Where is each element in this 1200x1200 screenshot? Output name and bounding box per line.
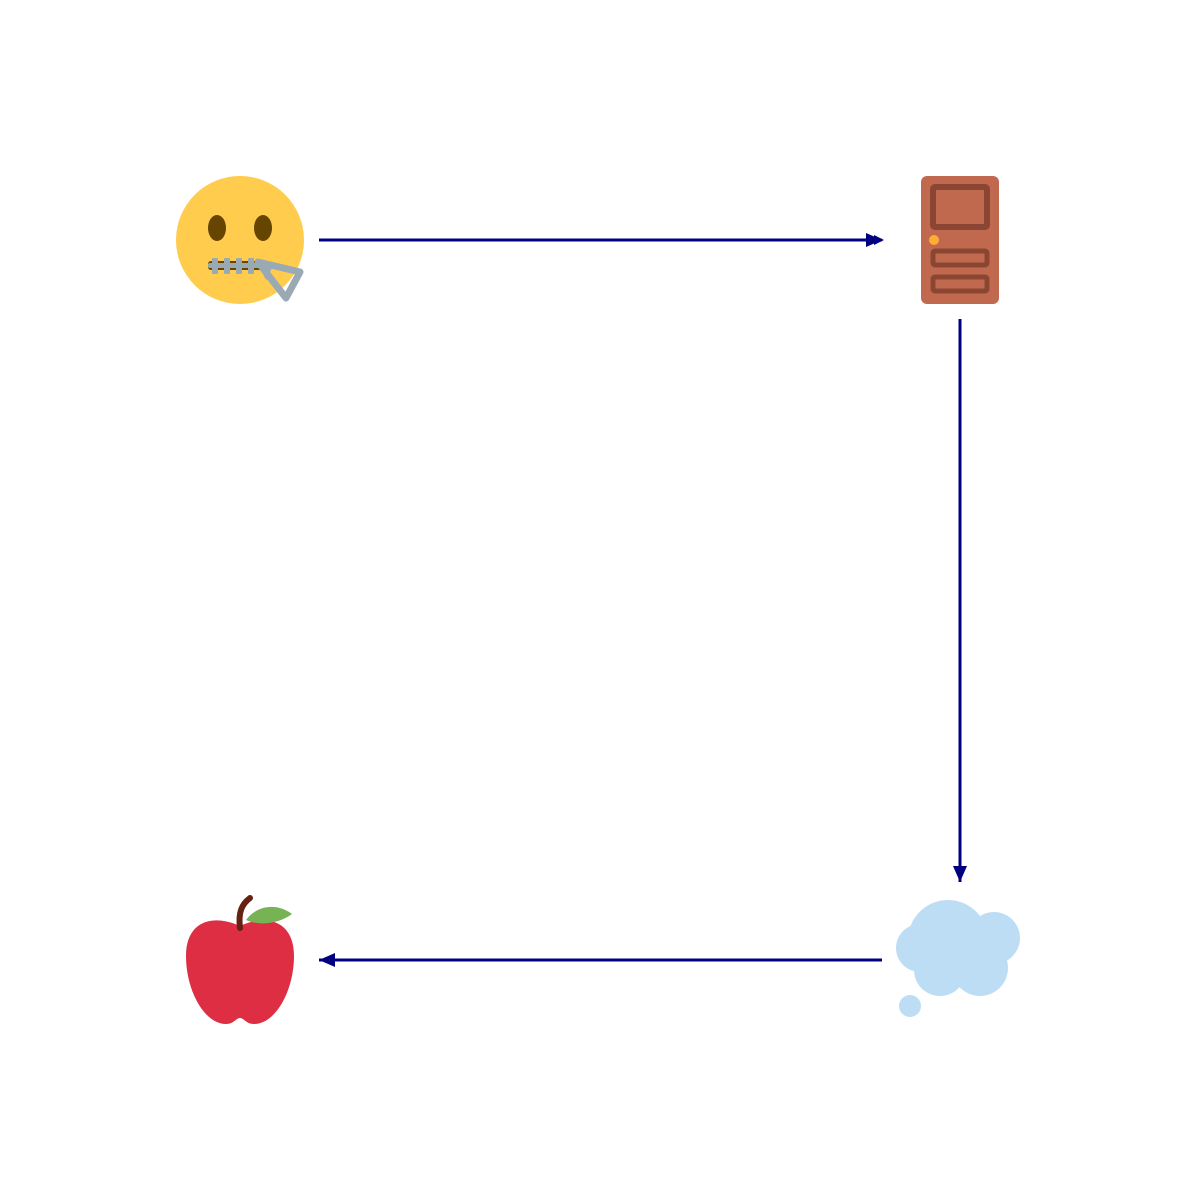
edges [319,233,967,967]
thought-balloon-icon [896,900,1020,1017]
edge-cloud-to-apple-head [319,953,335,967]
red-apple-icon [186,895,294,1024]
edge-door-to-cloud-head [953,866,967,882]
edge-face-to-door-head [866,233,882,247]
zipper-mouth-face-icon [176,176,304,304]
door-icon [921,176,999,304]
